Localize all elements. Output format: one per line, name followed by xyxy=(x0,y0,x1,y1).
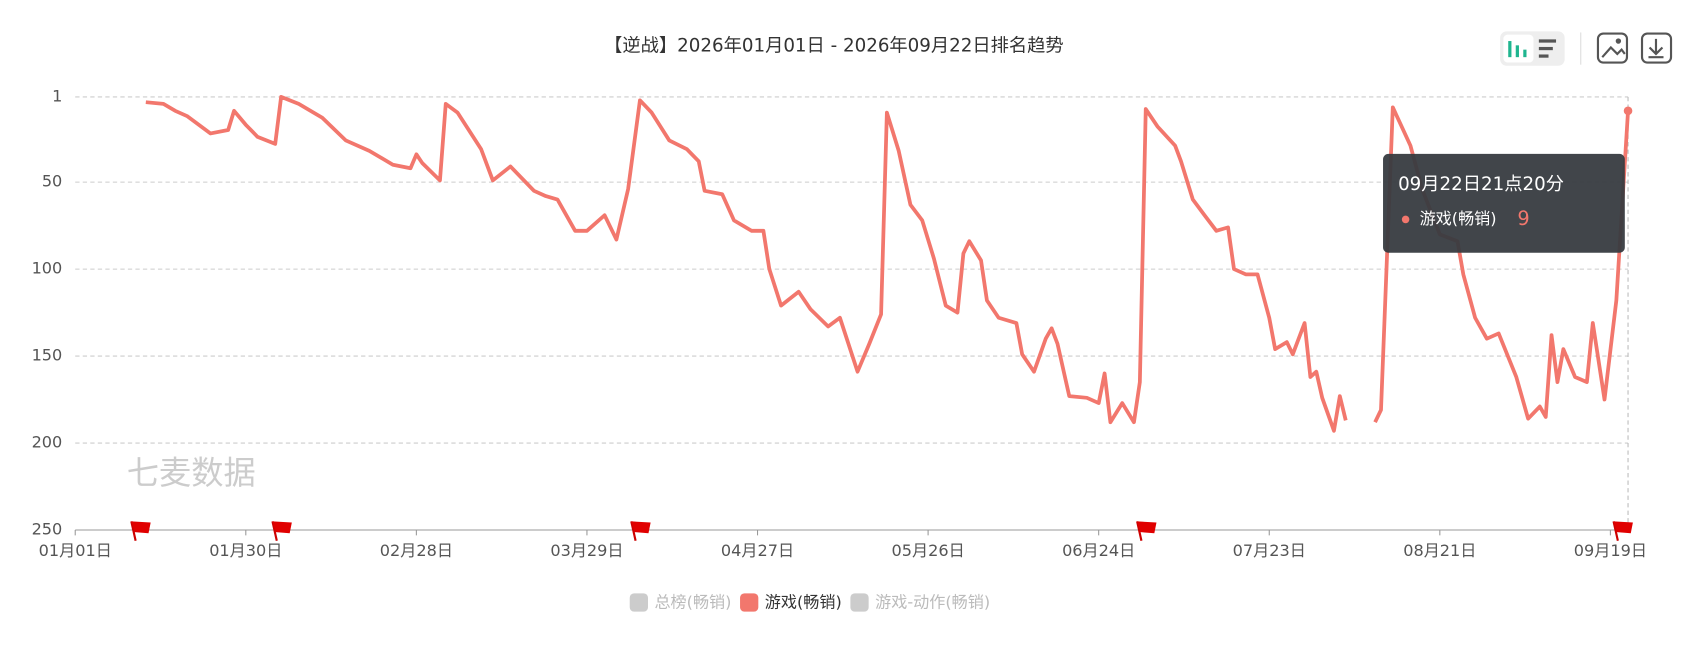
tooltip-series: 游戏(畅销) xyxy=(1420,209,1497,228)
flag-pole xyxy=(630,521,637,541)
tooltip-title: 09月22日21点20分 xyxy=(1398,174,1564,195)
event-flag xyxy=(130,521,151,541)
y-tick-label: 1 xyxy=(52,86,62,105)
y-tick-label: 50 xyxy=(42,172,62,191)
legend-label: 总榜(畅销) xyxy=(654,593,731,612)
y-tick-label: 200 xyxy=(32,433,63,452)
y-tick-label: 100 xyxy=(32,259,63,278)
event-flag xyxy=(1612,521,1633,541)
legend-swatch xyxy=(740,593,759,612)
x-tick-label: 08月21日 xyxy=(1403,541,1476,560)
tooltip-marker xyxy=(1401,215,1410,224)
flag-pole xyxy=(271,521,278,541)
flag-cloth xyxy=(1613,521,1633,534)
x-tick-label: 04月27日 xyxy=(721,541,794,560)
legend-label: 游戏(畅销) xyxy=(765,593,842,612)
legend-swatch xyxy=(629,593,648,612)
highlight-point xyxy=(1623,106,1633,116)
y-tick-label: 250 xyxy=(32,519,63,538)
x-tick-label: 06月24日 xyxy=(1062,541,1135,560)
legend-item[interactable]: 游戏-动作(畅销) xyxy=(850,593,990,612)
watermark: 七麦数据 xyxy=(127,454,256,492)
flag-pole xyxy=(1136,521,1143,541)
legend-swatch xyxy=(850,593,869,612)
flag-pole xyxy=(1612,521,1619,541)
x-tick-label: 07月23日 xyxy=(1233,541,1306,560)
legend-item[interactable]: 游戏(畅销) xyxy=(740,593,842,612)
x-tick-label: 01月01日 xyxy=(39,541,112,560)
legend-label: 游戏-动作(畅销) xyxy=(875,593,990,612)
x-tick-label: 09月19日 xyxy=(1574,541,1647,560)
event-flag xyxy=(271,521,292,541)
flag-pole xyxy=(130,521,137,541)
tooltip-value: 9 xyxy=(1517,207,1529,230)
flag-cloth xyxy=(131,521,151,534)
toolbar xyxy=(1500,31,1673,66)
flag-cloth xyxy=(1137,521,1157,534)
y-tick-label: 150 xyxy=(32,346,63,365)
flag-cloth xyxy=(272,521,292,534)
event-flag xyxy=(1136,521,1157,541)
x-tick-label: 01月30日 xyxy=(209,541,282,560)
download-button[interactable] xyxy=(1640,32,1673,64)
chart-title: 【逆战】2026年01月01日 - 2026年09月22日排名趋势 xyxy=(604,35,1063,56)
legend-item[interactable]: 总榜(畅销) xyxy=(629,593,732,612)
series-line xyxy=(145,95,1630,433)
tooltip-box xyxy=(1383,153,1625,253)
event-flag xyxy=(630,521,651,541)
save-image-button[interactable] xyxy=(1596,32,1629,64)
x-tick-label: 02月28日 xyxy=(380,541,453,560)
x-tick-label: 03月29日 xyxy=(550,541,623,560)
x-tick-label: 05月26日 xyxy=(891,541,964,560)
flag-cloth xyxy=(631,521,651,534)
